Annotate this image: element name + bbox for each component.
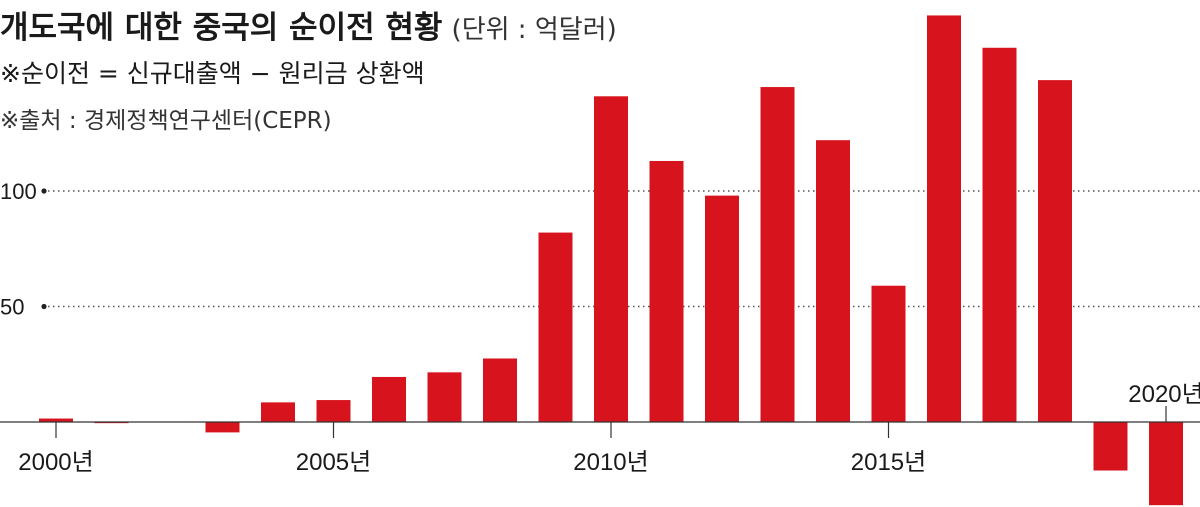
- bar-2006: [372, 376, 406, 422]
- bar-2007: [427, 372, 462, 422]
- x-tick-label: 2010년: [573, 449, 648, 476]
- x-tick-label: 2005년: [296, 449, 371, 476]
- bar-2020: [1149, 422, 1183, 506]
- bar-2015: [871, 285, 906, 422]
- y-tick-label: 100: [0, 179, 37, 204]
- x-tick-label: 2020년: [1128, 381, 1200, 408]
- title-line: 개도국에 대한 중국의 순이전 현황 (단위 : 억달러): [0, 2, 617, 47]
- y-tick-label: 50: [0, 295, 24, 320]
- chart-title: 개도국에 대한 중국의 순이전 현황: [0, 10, 443, 46]
- formula-note: ※순이전 = 신규대출액 − 원리금 상환액: [0, 59, 425, 88]
- bar-2019: [1093, 422, 1128, 471]
- x-tick-label: 2000년: [18, 449, 93, 476]
- bar-2008: [483, 358, 517, 422]
- bar-2011: [649, 160, 684, 422]
- bar-2018: [1038, 80, 1072, 423]
- bar-2010: [594, 96, 628, 422]
- bar-2017: [982, 47, 1017, 422]
- bar-2005: [316, 400, 351, 422]
- bar-2016: [927, 15, 961, 422]
- bar-2009: [538, 232, 573, 422]
- tick-dot-50: [41, 303, 47, 310]
- bar-2012: [705, 195, 739, 422]
- unit-label: (단위 : 억달러): [451, 15, 617, 45]
- source-note: ※출처 : 경제정책연구센터(CEPR): [0, 108, 332, 134]
- tick-dot-100: [41, 188, 47, 194]
- bar-2000: [39, 418, 73, 422]
- bar-2004: [261, 402, 295, 422]
- bar-2003: [205, 422, 240, 433]
- bar-2013: [760, 87, 795, 423]
- x-tick-label: 2015년: [851, 449, 926, 476]
- bar-2014: [816, 140, 850, 422]
